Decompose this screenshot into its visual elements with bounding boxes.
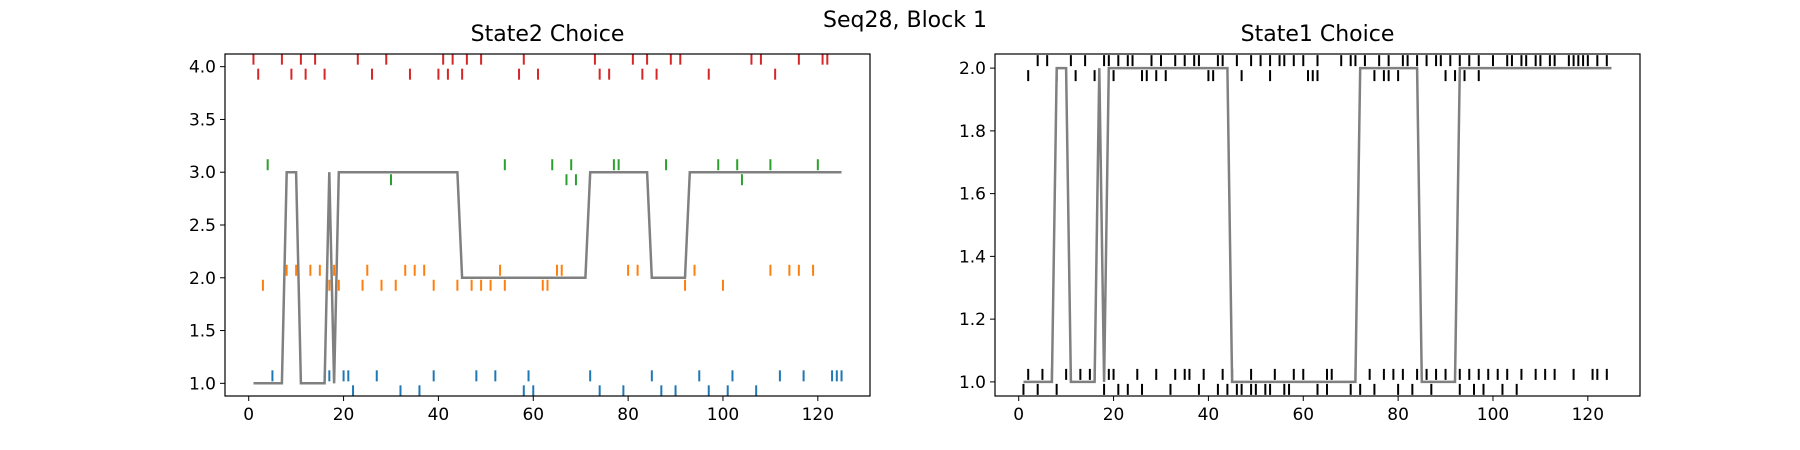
y-tick-label: 1.4 xyxy=(959,247,986,267)
x-tick-label: 120 xyxy=(802,405,834,425)
subplot-title: State2 Choice xyxy=(471,22,625,47)
y-tick-label: 3.0 xyxy=(189,163,216,183)
state-line xyxy=(253,170,842,385)
x-tick-label: 120 xyxy=(1572,405,1604,425)
y-tick-label: 2.0 xyxy=(959,59,986,79)
y-tick-label: 3.5 xyxy=(189,110,216,130)
x-tick-label: 20 xyxy=(1103,405,1125,425)
y-tick-label: 1.5 xyxy=(189,322,216,342)
y-tick-label: 1.0 xyxy=(959,373,986,393)
x-tick-label: 20 xyxy=(333,405,355,425)
y-tick-label: 1.6 xyxy=(959,185,986,205)
plot-frame xyxy=(224,53,871,397)
y-tick-label: 4.0 xyxy=(189,58,216,78)
y-tick-label: 2.0 xyxy=(189,269,216,289)
x-tick-label: 0 xyxy=(1013,405,1024,425)
y-tick-label: 1.2 xyxy=(959,310,986,330)
data-marks xyxy=(252,53,843,397)
y-tick-label: 2.5 xyxy=(189,216,216,236)
x-tick-label: 60 xyxy=(1292,405,1314,425)
x-tick-label: 80 xyxy=(617,405,639,425)
state-line xyxy=(1023,66,1612,384)
x-tick-label: 60 xyxy=(522,405,544,425)
subplot-state2-choice: State2 Choice 0 20 40 60 80 100 120 1.0 1.5 2.0 2.… xyxy=(189,22,871,425)
x-tick-label: 100 xyxy=(707,405,739,425)
x-tick-label: 100 xyxy=(1477,405,1509,425)
axis-ticks: 0 20 40 60 80 100 120 1.0 1.2 1.4 1.6 1.8 2.0 xyxy=(959,59,1604,425)
axis-ticks: 0 20 40 60 80 100 120 1.0 1.5 2.0 2.5 3.0 3.5 4.0 xyxy=(189,58,834,425)
y-tick-label: 1.8 xyxy=(959,122,986,142)
x-tick-label: 40 xyxy=(1198,405,1220,425)
subplot-title: State1 Choice xyxy=(1241,22,1395,47)
plot-frame xyxy=(994,53,1641,397)
x-tick-label: 40 xyxy=(428,405,450,425)
figure-suptitle: Seq28, Block 1 xyxy=(823,8,987,33)
x-tick-label: 0 xyxy=(243,405,254,425)
subplot-state1-choice: State1 Choice 0 20 40 60 80 100 120 1.0 1.2 1.4 1.… xyxy=(959,22,1641,425)
data-marks xyxy=(1022,55,1612,395)
y-tick-label: 1.0 xyxy=(189,374,216,394)
x-tick-label: 80 xyxy=(1387,405,1409,425)
